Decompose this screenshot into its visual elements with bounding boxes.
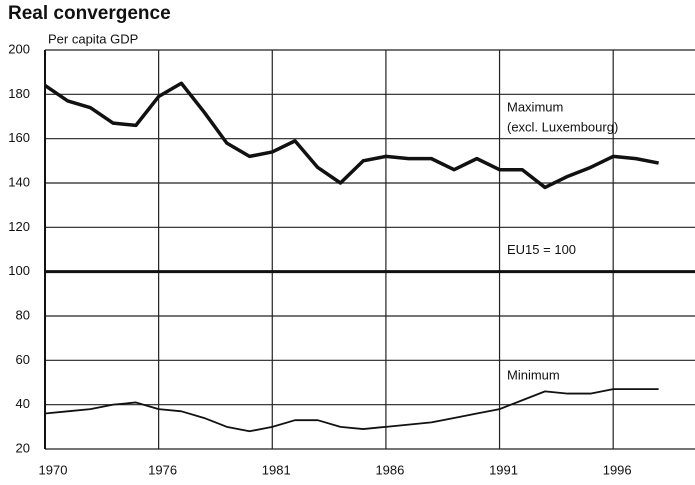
x-tick-label: 1981 [262,462,291,477]
y-tick-label: 100 [8,263,30,278]
x-tick-label: 1976 [148,462,177,477]
chart-title: Real convergence [8,3,171,24]
series-label: Minimum [507,367,560,382]
series-line [44,81,659,190]
x-tick-label: 1991 [489,462,518,477]
y-tick-label: 40 [16,396,30,411]
y-tick-label: 20 [16,440,30,455]
reference-label: EU15 = 100 [507,242,576,257]
y-tick-label: 180 [8,86,30,101]
x-tick-label: 1986 [375,462,404,477]
y-tick-label: 160 [8,130,30,145]
y-tick-label: 120 [8,219,30,234]
series-line [44,388,659,433]
series-label: Maximum [507,99,563,114]
y-tick-label: 80 [16,307,30,322]
x-tick-label: 1996 [603,462,632,477]
y-tick-label: 140 [8,174,30,189]
series-label: (excl. Luxembourg) [507,119,618,134]
y-tick-label: 200 [8,41,30,56]
x-tick-label: 1970 [39,462,68,477]
y-tick-label: 60 [16,352,30,367]
y-axis-label: Per capita GDP [48,31,138,46]
